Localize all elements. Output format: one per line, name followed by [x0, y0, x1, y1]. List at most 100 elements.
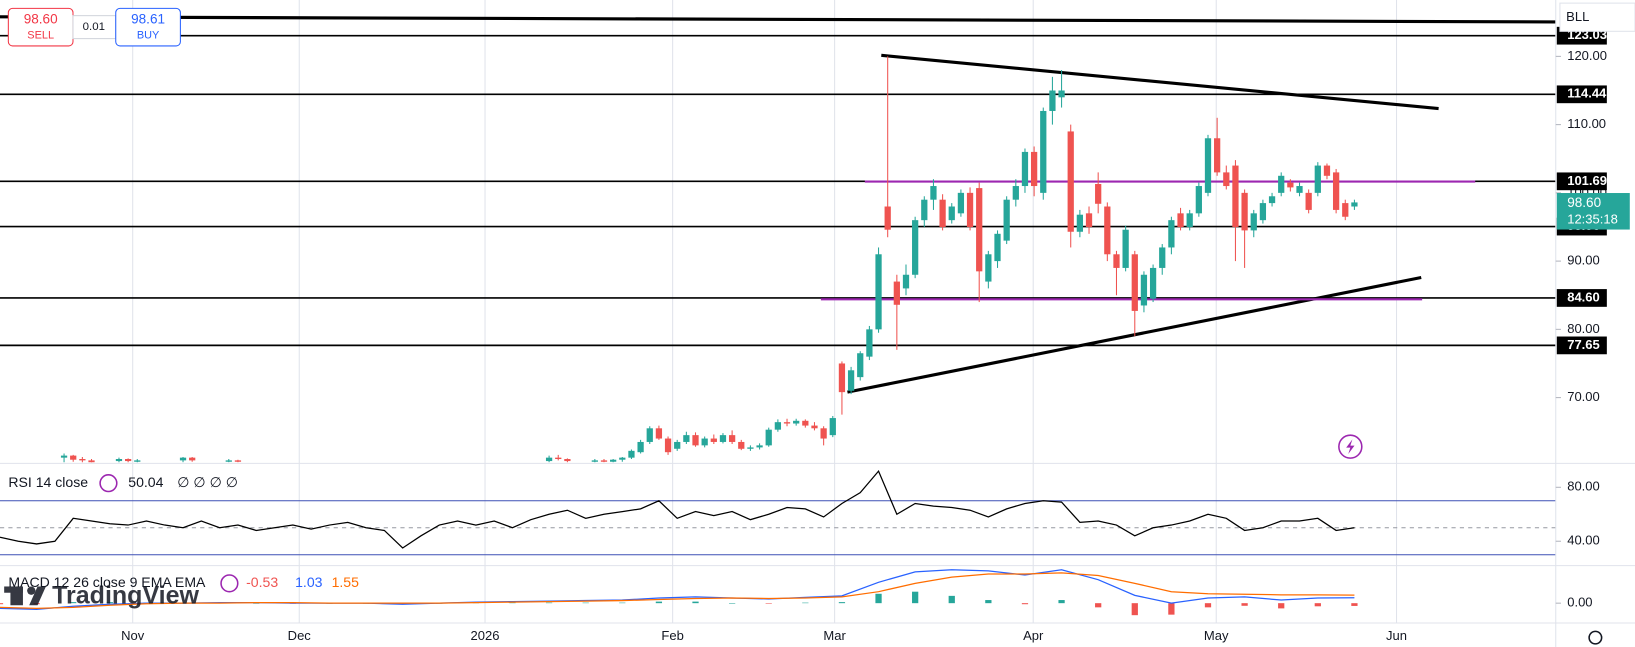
- y-tick-label: 120.00: [1567, 48, 1607, 63]
- macd-pane: [0, 569, 1358, 616]
- macd-histogram-bar: [619, 602, 626, 604]
- buy-button[interactable]: [115, 7, 181, 47]
- candle-body: [1177, 213, 1184, 227]
- candle-body: [545, 457, 553, 462]
- macd-histogram-bar: [545, 602, 553, 604]
- watermark: TradingView: [4, 582, 200, 610]
- rsi-placeholders: ∅ ∅ ∅ ∅: [177, 474, 238, 490]
- candle-body: [1323, 165, 1331, 176]
- candle-body: [710, 438, 717, 442]
- macd-histogram-bar: [0, 603, 4, 605]
- x-tick-label: May: [1204, 628, 1229, 643]
- candle-body: [674, 441, 681, 449]
- y-tick-label: 90.00: [1567, 253, 1600, 268]
- macd-legend: MACD 12 26 close 9 EMA EMA: [8, 574, 206, 590]
- level-tag: [1556, 336, 1607, 355]
- countdown: 12:35:18: [1567, 212, 1618, 227]
- macd-histogram-bar: [985, 600, 992, 604]
- alert-icon[interactable]: [1338, 434, 1363, 459]
- macd-histogram-bar: [1168, 603, 1175, 615]
- y-tick-label: 0.00: [1567, 595, 1592, 610]
- settings-icon[interactable]: [99, 474, 118, 493]
- candle-body: [1268, 196, 1276, 204]
- candle-body: [1204, 138, 1212, 193]
- symbol-box[interactable]: [1559, 2, 1635, 32]
- candle-body: [939, 199, 946, 227]
- x-tick-label: Mar: [823, 628, 846, 643]
- macd-histogram-bar: [70, 602, 77, 604]
- y-tick-label: 80.00: [1567, 479, 1600, 494]
- watermark-text: TradingView: [52, 582, 199, 610]
- candle-body: [225, 460, 232, 462]
- macd-histogram-bar: [582, 602, 589, 604]
- macd-histogram-bar: [802, 602, 809, 604]
- candle-body: [728, 435, 736, 442]
- candle-body: [134, 460, 141, 462]
- candle-body: [1030, 151, 1038, 187]
- candle-body: [683, 435, 690, 442]
- candle-body: [857, 353, 864, 378]
- candle-body: [829, 418, 836, 436]
- macd-histogram-bar: [106, 602, 113, 604]
- candle-body: [600, 460, 608, 462]
- macd-histogram-bar: [1278, 603, 1285, 609]
- macd-histogram-bar: [838, 602, 846, 604]
- macd-histogram-bar: [948, 595, 955, 604]
- x-tick-label: Dec: [288, 628, 312, 643]
- candle-body: [994, 233, 1001, 262]
- candle-body: [646, 428, 653, 442]
- logo-part: [29, 586, 46, 606]
- candle-body: [1195, 186, 1202, 214]
- macd-histogram-bar: [728, 603, 736, 604]
- x-tick-label: 2026: [471, 628, 500, 643]
- candle-body: [783, 422, 791, 424]
- macd-histogram-bar: [875, 593, 882, 604]
- candle-body: [802, 420, 809, 426]
- candle-body: [1259, 203, 1267, 221]
- level-label: 84.60: [1567, 289, 1600, 304]
- candle-body: [1305, 192, 1312, 210]
- symbol: BLL: [1566, 9, 1589, 24]
- candle-body: [610, 459, 617, 462]
- candle-body: [1351, 202, 1358, 207]
- candle-body: [957, 192, 965, 214]
- candle-body: [1067, 131, 1074, 232]
- axes: Nov Dec 2026 Feb Mar Apr May Jun 70.00 80.00 90.00…: [121, 26, 1630, 643]
- candle-body: [1168, 220, 1175, 248]
- candle-body: [692, 435, 699, 446]
- macd-legend-value: 1.03: [295, 574, 323, 590]
- settings-icon[interactable]: [220, 574, 239, 593]
- candle-body: [1076, 214, 1084, 232]
- candle-body: [1332, 172, 1340, 210]
- candle-body: [1122, 229, 1129, 268]
- order-panel: 98.60 SELL 0.01 98.61 BUY: [7, 7, 181, 47]
- macd-histogram-bar: [1131, 603, 1138, 616]
- candle-body: [179, 457, 187, 461]
- candle-body: [1095, 183, 1102, 204]
- candle-body: [628, 450, 635, 458]
- candle-body: [79, 459, 86, 461]
- settings-gear[interactable]: [1588, 630, 1603, 645]
- x-tick-label: Apr: [1023, 628, 1044, 643]
- macd-histogram-bar: [1095, 603, 1102, 608]
- candle-body: [747, 447, 754, 449]
- level-label: 101.69: [1567, 173, 1607, 188]
- macd-histogram-bar: [253, 603, 260, 604]
- rsi-line: [0, 469, 1355, 549]
- candle-body: [1149, 267, 1157, 299]
- candle-body: [655, 428, 663, 439]
- candle-body: [1058, 90, 1065, 98]
- level-tag: [1556, 172, 1607, 191]
- candle-body: [115, 459, 123, 462]
- y-tick-label: 80.00: [1567, 321, 1600, 336]
- sell-label: SELL: [27, 29, 54, 41]
- macd-histogram-bar: [509, 602, 516, 604]
- price-pane: [0, 15, 1556, 463]
- rsi-value: 50.04: [128, 474, 163, 490]
- candle-body: [902, 274, 910, 289]
- candle-body: [1232, 165, 1239, 227]
- last-price-tag: [1556, 193, 1630, 230]
- x-tick-label: Nov: [121, 628, 145, 643]
- candle-body: [619, 457, 626, 460]
